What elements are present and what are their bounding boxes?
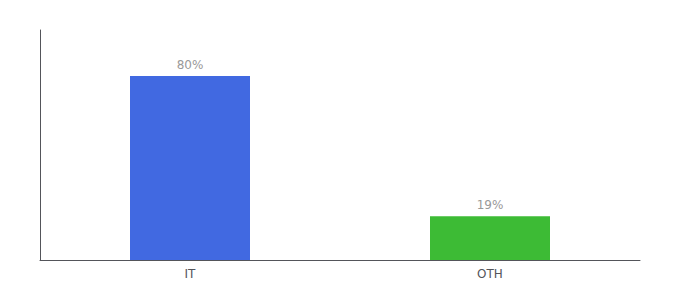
svg-text:IT: IT <box>185 267 197 281</box>
svg-text:80%: 80% <box>177 58 204 72</box>
svg-text:OTH: OTH <box>477 267 503 281</box>
svg-text:19%: 19% <box>477 198 504 212</box>
